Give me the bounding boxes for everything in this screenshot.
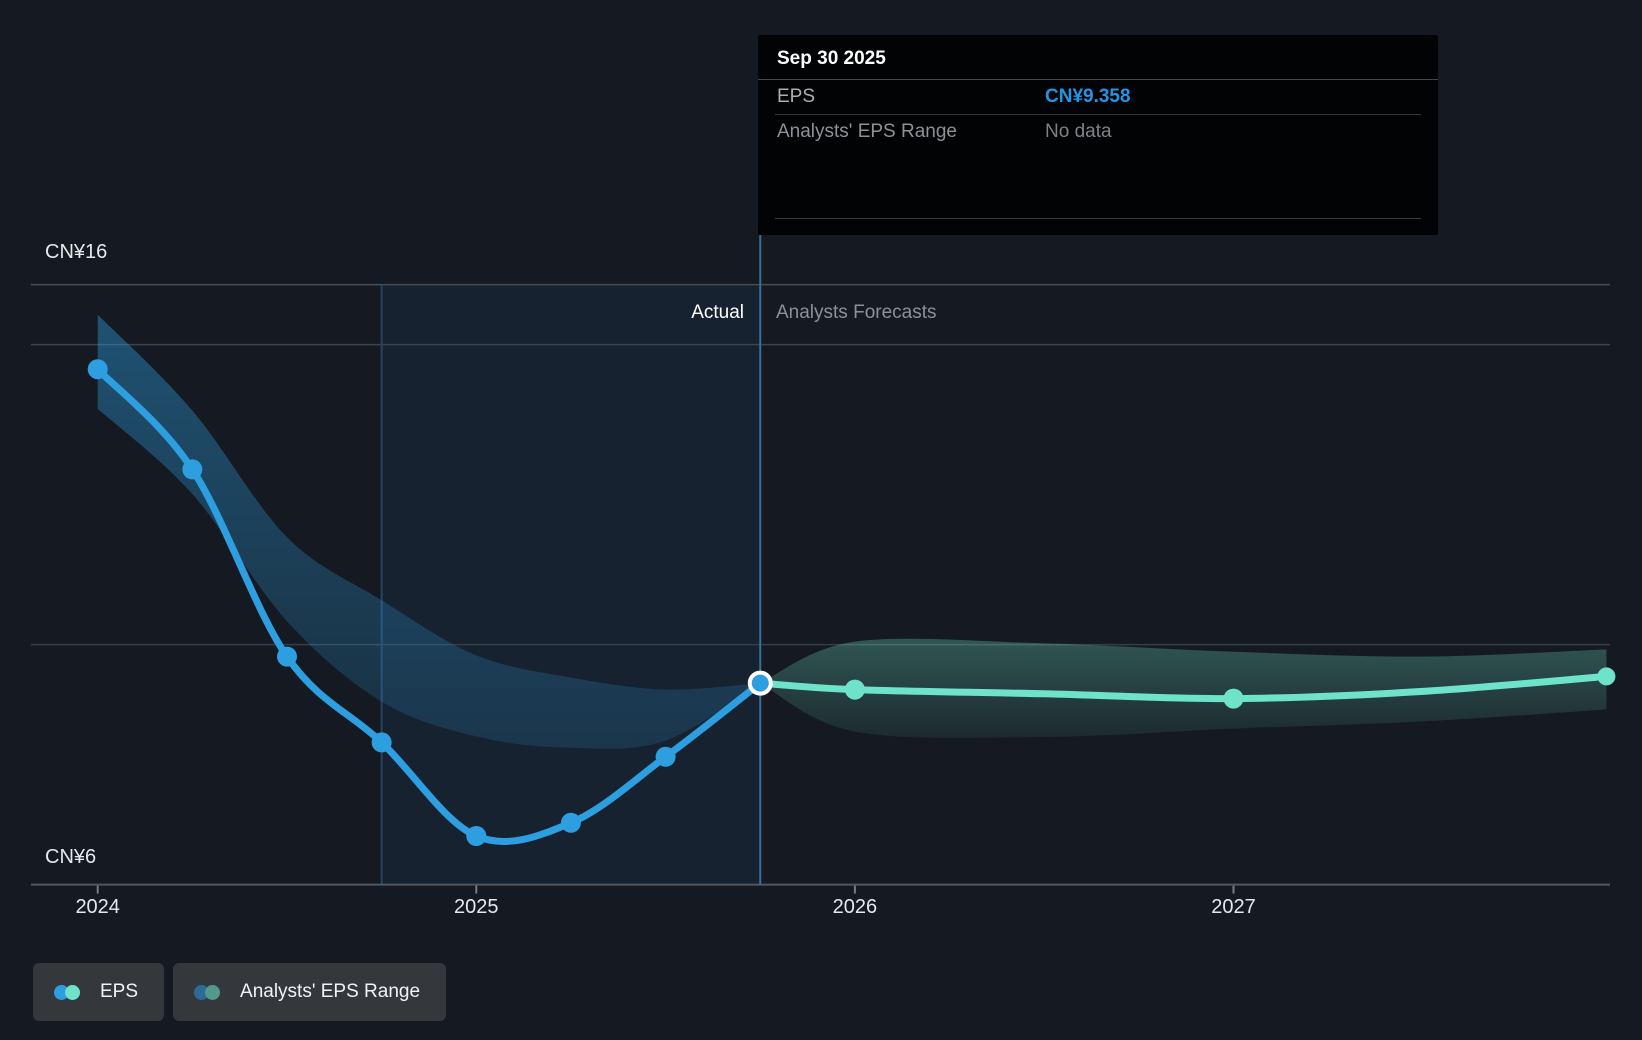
data-point[interactable] bbox=[182, 459, 203, 480]
chart-legend: EPS Analysts' EPS Range bbox=[33, 963, 447, 1021]
range-series-icon bbox=[194, 984, 221, 1000]
selected-data-point[interactable] bbox=[747, 670, 773, 696]
analysts-eps-range-forecast-band bbox=[760, 638, 1607, 738]
forecast-section-label: Analysts Forecasts bbox=[776, 302, 937, 323]
tooltip-row-range: Analysts' EPS Range No data bbox=[775, 115, 1421, 149]
legend-range-label: Analysts' EPS Range bbox=[240, 981, 421, 1002]
y-axis-label-bottom: CN¥6 bbox=[45, 846, 97, 868]
tooltip-eps-label: EPS bbox=[777, 86, 816, 107]
eps-forecast-color-dot bbox=[65, 984, 80, 1000]
range-forecast-color-dot bbox=[205, 984, 221, 1000]
y-axis-label-top: CN¥16 bbox=[45, 241, 108, 263]
data-point[interactable] bbox=[844, 679, 865, 700]
tooltip-date: Sep 30 2025 bbox=[758, 35, 1438, 80]
data-point[interactable] bbox=[277, 646, 297, 667]
highlight-last-year-region bbox=[381, 284, 761, 885]
tooltip-row-eps: EPS CN¥9.358 bbox=[775, 80, 1421, 115]
data-point[interactable] bbox=[466, 826, 487, 846]
data-point[interactable] bbox=[560, 812, 581, 833]
data-point[interactable] bbox=[87, 359, 108, 380]
eps-series-icon bbox=[54, 984, 80, 1000]
legend-button-eps[interactable]: EPS bbox=[33, 963, 165, 1021]
legend-eps-label: EPS bbox=[100, 981, 139, 1002]
data-point[interactable] bbox=[1597, 667, 1616, 686]
x-tick-label-2026: 2026 bbox=[832, 896, 878, 918]
analysts-range-actual-period-band bbox=[97, 314, 761, 749]
tooltip-eps-value: CN¥9.358 bbox=[1045, 86, 1131, 107]
x-tick-label-2027: 2027 bbox=[1211, 896, 1256, 918]
actual-section-label: Actual bbox=[691, 302, 744, 323]
x-tick-label-2024: 2024 bbox=[75, 896, 120, 918]
tooltip-range-value: No data bbox=[1045, 121, 1112, 142]
data-point[interactable] bbox=[1223, 688, 1244, 709]
legend-button-analysts-range[interactable]: Analysts' EPS Range bbox=[173, 963, 447, 1021]
x-tick-label-2025: 2025 bbox=[454, 896, 499, 918]
data-point[interactable] bbox=[655, 746, 676, 767]
tooltip-divider bbox=[775, 218, 1421, 219]
chart-tooltip: Sep 30 2025 EPS CN¥9.358 Analysts' EPS R… bbox=[758, 35, 1438, 235]
eps-actual--line bbox=[94, 365, 764, 846]
data-point[interactable] bbox=[371, 732, 392, 753]
tooltip-range-label: Analysts' EPS Range bbox=[777, 121, 957, 142]
